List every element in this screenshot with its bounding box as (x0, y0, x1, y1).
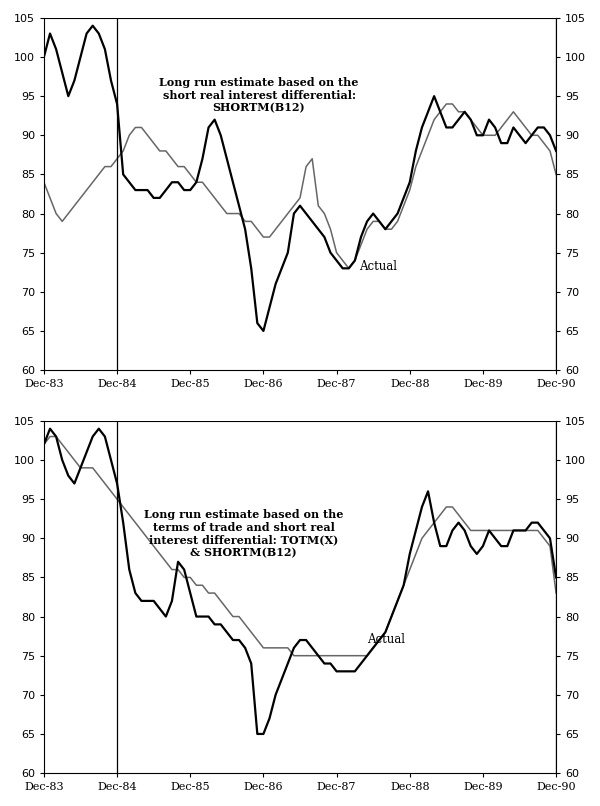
Text: Actual: Actual (359, 260, 397, 272)
Text: Long run estimate based on the
short real interest differential:
SHORTM(B12): Long run estimate based on the short rea… (160, 77, 359, 114)
Text: Actual: Actual (367, 633, 404, 646)
Text: Long run estimate based on the
terms of trade and short real
interest differenti: Long run estimate based on the terms of … (144, 509, 343, 559)
